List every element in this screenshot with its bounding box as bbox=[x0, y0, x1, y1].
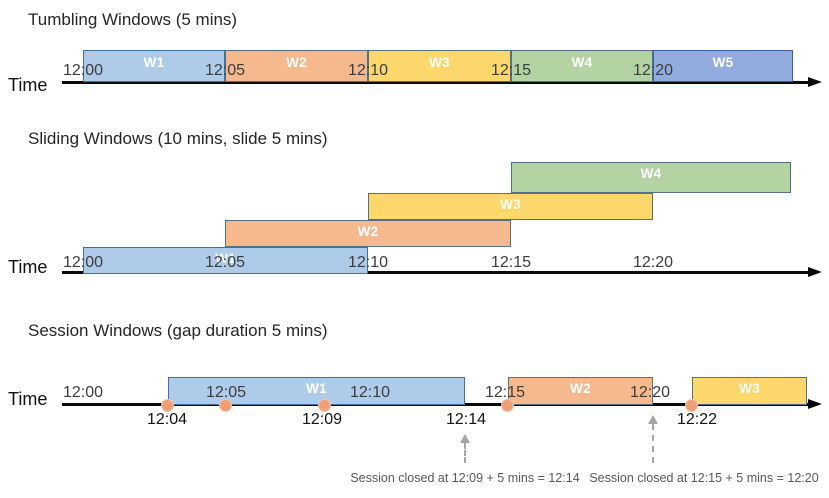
section-title-sliding: Sliding Windows (10 mins, slide 5 mins) bbox=[28, 129, 328, 148]
time-axis-label-tumbling: Time bbox=[8, 75, 48, 95]
window-bar-tumbling-w5: W5 bbox=[653, 50, 793, 82]
window-bar-tumbling-w4: W4 bbox=[511, 50, 653, 82]
window-label: W4 bbox=[640, 166, 662, 181]
window-bar-sliding-w4: W4 bbox=[511, 162, 791, 193]
window-bar-tumbling-w2: W2 bbox=[225, 50, 368, 82]
window-label: W3 bbox=[500, 197, 521, 212]
tick-label-tumbling: 12:20 bbox=[632, 62, 674, 79]
event-dot bbox=[219, 399, 232, 412]
axis-arrowhead-icon-sliding bbox=[808, 267, 822, 277]
window-bar-session-w3: W3 bbox=[692, 377, 807, 405]
tick-label-session: 12:05 bbox=[205, 384, 247, 401]
tick-label-sliding: 12:20 bbox=[632, 254, 674, 271]
window-bar-sliding-w2: W2 bbox=[225, 220, 511, 247]
tick-label-tumbling: 12:05 bbox=[204, 62, 246, 79]
event-time-label: 12:22 bbox=[676, 411, 718, 428]
tick-label-session: 12:00 bbox=[62, 384, 104, 401]
session-close-arrow-icon bbox=[460, 434, 470, 443]
tick-label-tumbling: 12:15 bbox=[490, 62, 532, 79]
event-dot bbox=[161, 399, 174, 412]
window-label: W2 bbox=[357, 224, 379, 239]
window-label: W2 bbox=[286, 55, 307, 70]
window-bar-sliding-w1: W1 bbox=[83, 247, 368, 274]
window-bar-tumbling-w1: W1 bbox=[83, 50, 225, 82]
tick-label-sliding: 12:10 bbox=[347, 254, 389, 271]
annotation-text: Session closed at 12:15 + 5 mins = 12:20 bbox=[589, 471, 819, 485]
window-label: W4 bbox=[571, 55, 593, 70]
axis-arrowhead-icon-tumbling bbox=[808, 77, 822, 87]
session-close-arrow-line bbox=[464, 443, 466, 463]
window-label: W1 bbox=[306, 381, 327, 396]
time-axis-tumbling bbox=[62, 81, 808, 84]
tick-label-session: 12:10 bbox=[349, 384, 391, 401]
tick-label-session: 12:15 bbox=[484, 384, 526, 401]
tick-label-tumbling: 12:10 bbox=[347, 62, 389, 79]
event-dot bbox=[501, 399, 514, 412]
tick-label-sliding: 12:05 bbox=[204, 254, 246, 271]
window-bar-session-w2: W2 bbox=[508, 377, 653, 405]
window-label: W2 bbox=[570, 381, 591, 396]
window-bar-tumbling-w3: W3 bbox=[368, 50, 511, 82]
window-label: W3 bbox=[429, 55, 450, 70]
event-dot bbox=[685, 399, 698, 412]
tick-label-sliding: 12:00 bbox=[62, 254, 104, 271]
section-title-tumbling: Tumbling Windows (5 mins) bbox=[28, 10, 238, 29]
window-bar-sliding-w3: W3 bbox=[368, 193, 653, 220]
window-label: W5 bbox=[712, 55, 734, 70]
event-time-label: 12:14 bbox=[445, 411, 487, 428]
session-close-arrow-line bbox=[652, 424, 654, 463]
time-axis-label-sliding: Time bbox=[8, 257, 48, 277]
time-axis-sliding bbox=[62, 271, 808, 274]
time-axis-label-session: Time bbox=[8, 389, 48, 409]
annotation-text: Session closed at 12:09 + 5 mins = 12:14 bbox=[350, 471, 580, 485]
event-time-label: 12:09 bbox=[301, 411, 343, 428]
axis-arrowhead-icon-session bbox=[808, 399, 822, 409]
window-label: W1 bbox=[215, 251, 236, 266]
event-time-label: 12:04 bbox=[146, 411, 188, 428]
tick-label-tumbling: 12:00 bbox=[62, 62, 104, 79]
window-label: W3 bbox=[739, 381, 760, 396]
tick-label-session: 12:20 bbox=[629, 384, 671, 401]
section-title-session: Session Windows (gap duration 5 mins) bbox=[28, 321, 328, 340]
tick-label-sliding: 12:15 bbox=[490, 254, 532, 271]
session-close-arrow-icon bbox=[648, 415, 658, 424]
window-label: W1 bbox=[143, 55, 165, 70]
event-dot bbox=[318, 399, 331, 412]
window-bar-session-w1: W1 bbox=[168, 377, 465, 405]
